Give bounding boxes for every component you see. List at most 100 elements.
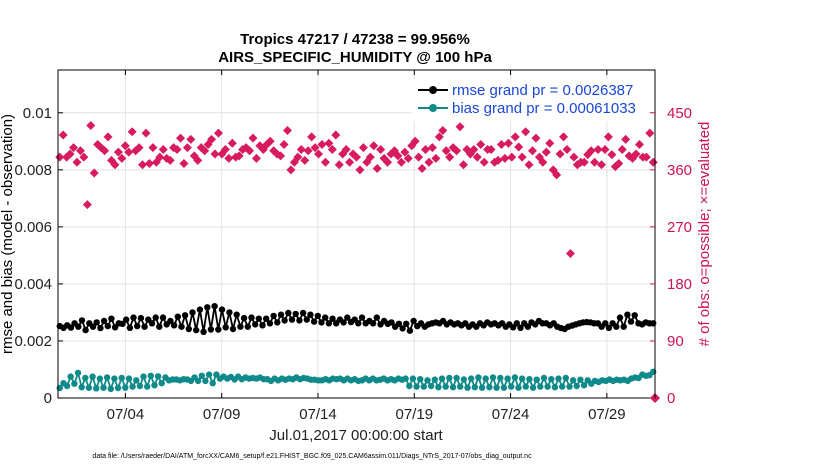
obs-count-point: [307, 132, 317, 142]
bias-point: [194, 377, 202, 385]
bias-point: [114, 384, 122, 392]
obs-count-point: [138, 160, 148, 170]
obs-count-point: [124, 147, 134, 157]
rmse-point: [373, 314, 380, 321]
obs-count-point: [617, 145, 627, 155]
obs-count-point: [282, 126, 292, 136]
obs-count-point: [317, 139, 327, 149]
rmse-point: [167, 317, 174, 325]
rmse-point: [248, 314, 255, 321]
rmse-point: [141, 323, 148, 330]
rmse-point: [369, 320, 377, 327]
rmse-point: [274, 319, 281, 326]
bias-point: [122, 384, 129, 391]
obs-count-point: [286, 165, 296, 175]
rmse-point: [355, 320, 362, 327]
right-y-axis-label: # of obs: o=possible; ×=evaluated: [696, 122, 713, 347]
bias-point: [468, 375, 475, 382]
rmse-point: [229, 325, 237, 333]
rmse-point: [226, 309, 233, 316]
obs-count-point: [427, 143, 437, 153]
bias-point: [417, 376, 424, 383]
chart-title-line2: AIRS_SPECIFIC_HUMIDITY @ 100 hPa: [218, 49, 492, 66]
bias-point: [93, 385, 100, 392]
obs-count-point: [352, 152, 361, 162]
rmse-point: [281, 317, 288, 324]
bias-point: [559, 383, 566, 390]
bias-point: [562, 374, 569, 382]
rmse-point: [104, 322, 112, 330]
obs-count-point: [75, 146, 85, 156]
bias-point: [209, 380, 216, 387]
rmse-point: [329, 315, 336, 322]
obs-count-point: [103, 132, 113, 142]
rmse-point: [123, 316, 130, 323]
rmse-point: [215, 326, 222, 333]
bias-point: [103, 374, 111, 381]
obs-count-point: [324, 138, 334, 148]
bias-series: [56, 368, 657, 393]
obs-count-point: [165, 155, 175, 165]
obs-count-point: [631, 149, 641, 159]
rmse-point: [399, 325, 406, 332]
obs-count-point: [276, 151, 286, 161]
obs-count-point: [645, 128, 655, 138]
obs-count-point: [141, 128, 151, 138]
obs-count-point: [555, 149, 565, 159]
rmse-point: [325, 320, 333, 327]
rmse-point: [613, 323, 620, 330]
right-y-axis-ticks: 0 90 180 270 360 450: [650, 105, 692, 407]
bias-point: [526, 376, 533, 383]
obs-count-point: [524, 160, 534, 170]
rmse-point: [288, 316, 296, 323]
rmse-point: [395, 320, 403, 327]
obs-count-point: [469, 145, 479, 155]
rmse-point: [82, 326, 89, 334]
obs-count-point: [158, 145, 168, 155]
rmse-point: [119, 320, 126, 327]
bias-point: [540, 374, 548, 382]
rmse-point: [620, 323, 627, 330]
bias-point: [449, 384, 457, 391]
rmse-point: [314, 312, 321, 320]
left-y-tick-label: 0.008: [14, 162, 52, 179]
obs-count-point: [355, 165, 365, 175]
bias-point: [202, 377, 209, 385]
rmse-point: [126, 324, 134, 331]
bias-point: [125, 375, 133, 382]
bias-point: [413, 383, 420, 390]
obs-count-point: [220, 145, 230, 155]
obs-count-point: [69, 143, 79, 153]
left-y-tick-label: 0.002: [14, 333, 52, 350]
bias-point: [537, 383, 544, 390]
x-tick-label: 07/09: [203, 406, 241, 423]
bias-point: [533, 376, 540, 383]
rmse-point: [344, 314, 351, 321]
obs-count-point: [358, 143, 368, 153]
bias-point: [442, 383, 449, 390]
obs-count-point: [438, 126, 448, 136]
obs-count-point: [452, 146, 462, 156]
obs-count-point: [334, 160, 344, 170]
obs-count-point: [634, 139, 644, 149]
rmse-point: [170, 322, 178, 329]
right-y-tick-label: 90: [667, 333, 684, 350]
bias-point: [580, 382, 588, 389]
bias-point: [151, 382, 158, 389]
plot-frame: [57, 69, 656, 399]
obs-count-point: [476, 139, 486, 149]
rmse-point: [270, 312, 277, 320]
obs-count-point: [144, 158, 154, 168]
obs-count-point: [603, 132, 613, 142]
x-tick-label: 07/04: [107, 406, 145, 423]
obs-count-point: [372, 164, 382, 174]
left-y-tick-label: 0.01: [23, 105, 52, 122]
obs-count-point: [320, 157, 330, 167]
bias-point: [508, 383, 515, 390]
bias-point: [198, 372, 205, 379]
bias-point: [453, 374, 460, 382]
right-y-tick-label: 270: [667, 219, 692, 236]
obs-count-point: [503, 138, 513, 148]
x-tick-label: 07/24: [492, 406, 530, 423]
rmse-point: [517, 324, 524, 331]
